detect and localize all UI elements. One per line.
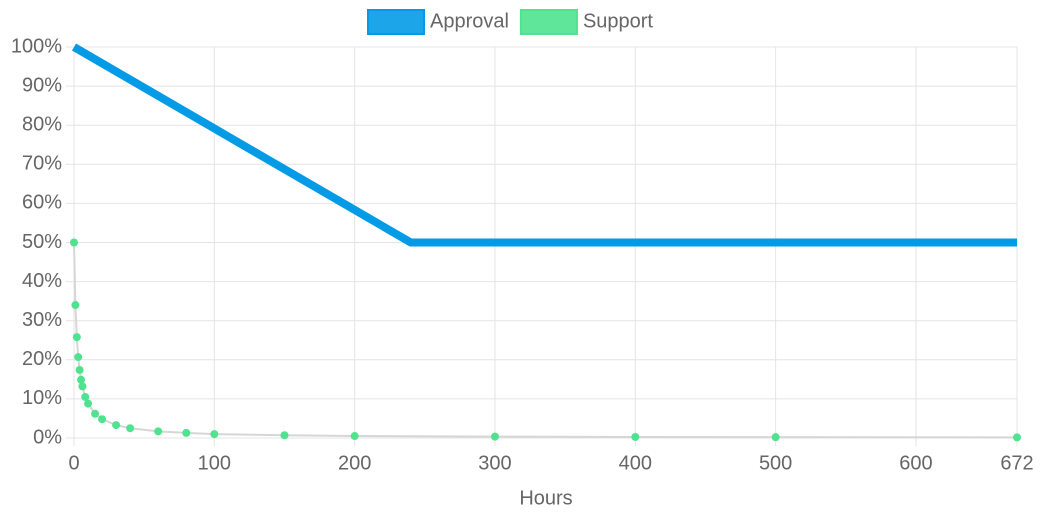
data-point: [126, 424, 135, 433]
legend-label: Approval: [430, 10, 509, 32]
data-point: [350, 432, 359, 441]
y-tick-label: 90%: [22, 74, 62, 96]
x-axis-title: Hours: [519, 487, 572, 509]
data-point: [98, 415, 107, 424]
x-tick-label: 0: [68, 452, 79, 474]
data-point: [77, 375, 86, 384]
y-tick-label: 40%: [22, 270, 62, 292]
data-point: [72, 333, 81, 342]
data-point: [490, 432, 499, 441]
y-tick-label: 80%: [22, 113, 62, 135]
legend-label: Support: [583, 10, 653, 32]
data-point: [112, 421, 121, 430]
series-line: [71, 43, 1017, 247]
y-tick-label: 0%: [33, 426, 62, 448]
legend-swatch: [519, 9, 578, 35]
y-tick-label: 20%: [22, 348, 62, 370]
x-tick-label: 400: [619, 452, 652, 474]
data-point: [84, 399, 93, 408]
x-tick-label: 672: [1000, 452, 1033, 474]
y-tick-label: 100%: [11, 35, 62, 57]
data-point: [280, 431, 289, 440]
data-point: [81, 392, 90, 401]
data-point: [154, 427, 163, 436]
y-tick-label: 10%: [22, 387, 62, 409]
y-tick-label: 30%: [22, 309, 62, 331]
x-tick-label: 100: [198, 452, 231, 474]
x-tick-label: 300: [478, 452, 511, 474]
data-point: [1013, 433, 1021, 442]
data-point: [631, 432, 640, 441]
data-point: [210, 430, 219, 439]
data-point: [74, 353, 83, 362]
series-line: [73, 242, 1018, 439]
data-point: [70, 238, 78, 247]
data-point: [182, 428, 191, 437]
legend-swatch: [367, 9, 425, 35]
data-point: [91, 409, 100, 418]
y-tick-label: 60%: [22, 192, 62, 214]
data-point: [71, 301, 80, 310]
y-tick-label: 70%: [22, 153, 62, 175]
x-tick-label: 500: [759, 452, 792, 474]
y-tick-label: 50%: [22, 231, 62, 253]
data-point: [78, 382, 87, 391]
data-point: [75, 365, 84, 374]
data-point: [771, 433, 780, 442]
x-tick-label: 600: [899, 452, 932, 474]
x-tick-label: 200: [338, 452, 371, 474]
